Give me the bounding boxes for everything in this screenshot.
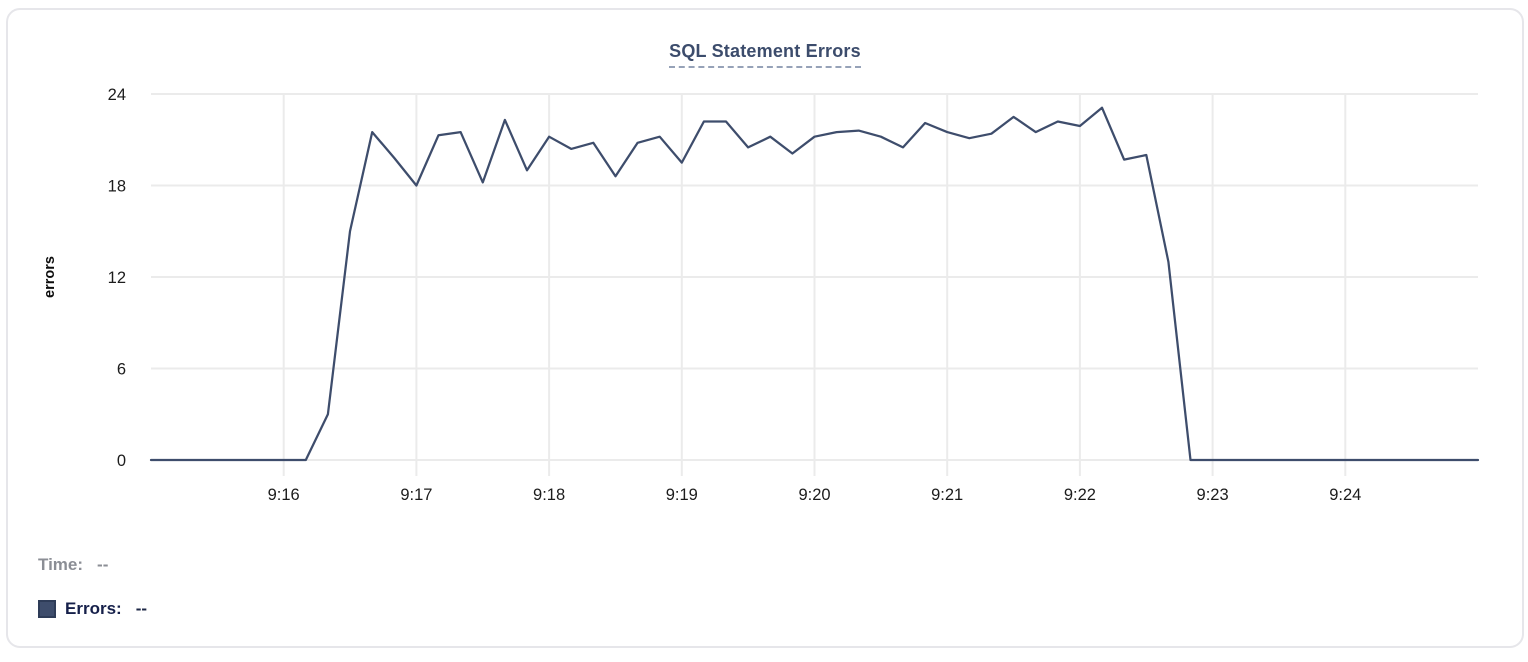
errors-series-line <box>149 106 1480 462</box>
chart-title[interactable]: SQL Statement Errors <box>669 41 861 68</box>
chart-title-wrap: SQL Statement Errors <box>8 41 1522 68</box>
y-tick-label: 6 <box>117 361 126 379</box>
x-tick-label: 9:18 <box>533 486 565 504</box>
legend-errors-row[interactable]: Errors: -- <box>38 599 147 619</box>
sql-statement-errors-line-chart[interactable]: 0 6 12 18 24 9:16 9:17 9:18 9:19 9:20 9:21 9:22 9:23… <box>8 10 1528 662</box>
x-tick-label: 9:23 <box>1197 486 1229 504</box>
x-tick-label: 9:17 <box>400 486 432 504</box>
legend-errors-label: Errors: <box>65 599 122 618</box>
y-tick-label: 12 <box>108 269 126 287</box>
x-tick-label: 9:19 <box>666 486 698 504</box>
legend-errors-value: -- <box>135 599 148 618</box>
legend-time-label: Time: <box>38 555 84 574</box>
chart-card: SQL Statement Errors 0 6 12 18 24 9:16 9:17 9:1… <box>6 8 1524 648</box>
y-tick-label: 18 <box>108 178 126 196</box>
y-tick-label: 24 <box>108 86 126 104</box>
chart-legend: Time: -- Errors: -- <box>38 555 147 619</box>
x-tick-label: 9:22 <box>1064 486 1096 504</box>
legend-time-value: -- <box>97 555 109 574</box>
x-tick-label: 9:24 <box>1329 486 1361 504</box>
errors-series-swatch <box>38 600 56 618</box>
y-axis-title: errors <box>42 256 58 298</box>
legend-time-row: Time: -- <box>38 555 147 575</box>
x-tick-label: 9:21 <box>931 486 963 504</box>
x-tick-label: 9:20 <box>798 486 830 504</box>
x-tick-label: 9:16 <box>268 486 300 504</box>
y-tick-label: 0 <box>117 452 126 470</box>
